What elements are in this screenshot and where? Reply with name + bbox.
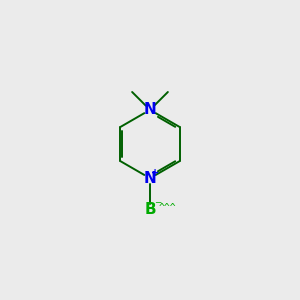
Text: +: + (151, 168, 159, 178)
Text: B: B (144, 202, 156, 217)
Text: N: N (144, 171, 156, 186)
Text: ^^^: ^^^ (158, 203, 176, 213)
Text: $^{-}$: $^{-}$ (154, 199, 162, 212)
Text: N: N (144, 102, 156, 117)
